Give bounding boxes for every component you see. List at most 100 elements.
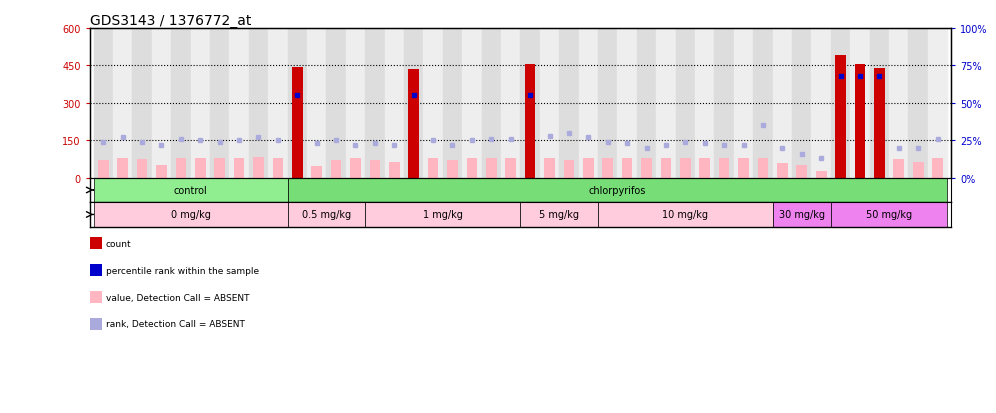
Bar xyxy=(831,29,851,178)
Bar xyxy=(249,29,268,178)
Bar xyxy=(544,159,555,178)
Bar xyxy=(874,69,884,178)
Bar xyxy=(695,29,714,178)
Bar xyxy=(366,29,384,178)
Bar xyxy=(773,29,792,178)
Bar xyxy=(118,159,127,178)
Bar xyxy=(797,166,807,178)
Bar xyxy=(520,203,598,227)
Bar xyxy=(94,29,113,178)
Bar xyxy=(520,29,540,178)
Text: count: count xyxy=(106,239,131,248)
Bar xyxy=(675,29,695,178)
Bar xyxy=(331,161,342,178)
Bar xyxy=(427,159,438,178)
Bar xyxy=(908,29,928,178)
Text: 0.5 mg/kg: 0.5 mg/kg xyxy=(302,210,351,220)
Bar xyxy=(855,65,866,178)
Text: percentile rank within the sample: percentile rank within the sample xyxy=(106,266,259,275)
Bar xyxy=(603,159,614,178)
Text: 5 mg/kg: 5 mg/kg xyxy=(539,210,580,220)
Bar xyxy=(94,178,288,203)
Text: 10 mg/kg: 10 mg/kg xyxy=(662,210,708,220)
Bar xyxy=(156,166,166,178)
Bar xyxy=(656,29,675,178)
Text: 0 mg/kg: 0 mg/kg xyxy=(170,210,210,220)
Bar xyxy=(598,203,773,227)
Bar xyxy=(758,159,768,178)
Bar xyxy=(195,159,205,178)
Bar xyxy=(719,159,729,178)
Text: value, Detection Call = ABSENT: value, Detection Call = ABSENT xyxy=(106,293,249,302)
Bar xyxy=(893,160,904,178)
Bar xyxy=(151,29,171,178)
Bar xyxy=(307,29,327,178)
Bar xyxy=(408,70,419,178)
Bar xyxy=(836,56,846,178)
Text: chlorpyrifos: chlorpyrifos xyxy=(589,185,646,195)
Bar xyxy=(190,29,210,178)
Bar xyxy=(928,29,947,178)
Bar xyxy=(540,29,559,178)
Bar xyxy=(370,160,380,178)
Bar xyxy=(136,160,147,178)
Bar xyxy=(753,29,773,178)
Bar xyxy=(559,29,579,178)
Bar xyxy=(229,29,249,178)
Bar xyxy=(699,159,710,178)
Bar xyxy=(466,159,477,178)
Bar xyxy=(288,29,307,178)
Bar xyxy=(443,29,462,178)
Bar xyxy=(564,161,575,178)
Bar xyxy=(366,203,520,227)
Bar xyxy=(831,203,947,227)
Bar xyxy=(268,29,288,178)
Bar xyxy=(234,159,244,178)
Bar xyxy=(486,159,497,178)
Text: control: control xyxy=(173,185,207,195)
Bar xyxy=(618,29,636,178)
Bar xyxy=(132,29,151,178)
Bar xyxy=(351,159,361,178)
Bar xyxy=(680,159,690,178)
Bar xyxy=(792,29,812,178)
Bar xyxy=(851,29,870,178)
Bar xyxy=(598,29,618,178)
Bar xyxy=(384,29,404,178)
Bar xyxy=(583,159,594,178)
Bar xyxy=(636,29,656,178)
Bar xyxy=(579,29,598,178)
Bar xyxy=(423,29,443,178)
Bar xyxy=(98,161,109,178)
Bar xyxy=(482,29,501,178)
Bar xyxy=(113,29,132,178)
Bar xyxy=(327,29,346,178)
Bar xyxy=(641,159,651,178)
Text: rank, Detection Call = ABSENT: rank, Detection Call = ABSENT xyxy=(106,320,244,329)
Bar xyxy=(660,159,671,178)
Bar xyxy=(292,67,303,178)
Bar xyxy=(312,166,322,178)
Bar xyxy=(870,29,889,178)
Bar xyxy=(214,159,225,178)
Bar xyxy=(346,29,366,178)
Bar xyxy=(501,29,520,178)
Bar xyxy=(734,29,753,178)
Bar xyxy=(932,159,943,178)
Bar xyxy=(210,29,229,178)
Text: 1 mg/kg: 1 mg/kg xyxy=(423,210,463,220)
Bar xyxy=(505,159,516,178)
Bar xyxy=(273,159,283,178)
Bar xyxy=(714,29,734,178)
Bar xyxy=(525,65,536,178)
Bar xyxy=(389,162,399,178)
Bar xyxy=(175,159,186,178)
Bar xyxy=(171,29,190,178)
Bar xyxy=(447,161,458,178)
Bar xyxy=(462,29,482,178)
Text: 30 mg/kg: 30 mg/kg xyxy=(779,210,825,220)
Bar xyxy=(773,203,831,227)
Bar xyxy=(816,172,827,178)
Text: GDS3143 / 1376772_at: GDS3143 / 1376772_at xyxy=(90,14,251,28)
Bar xyxy=(622,159,632,178)
